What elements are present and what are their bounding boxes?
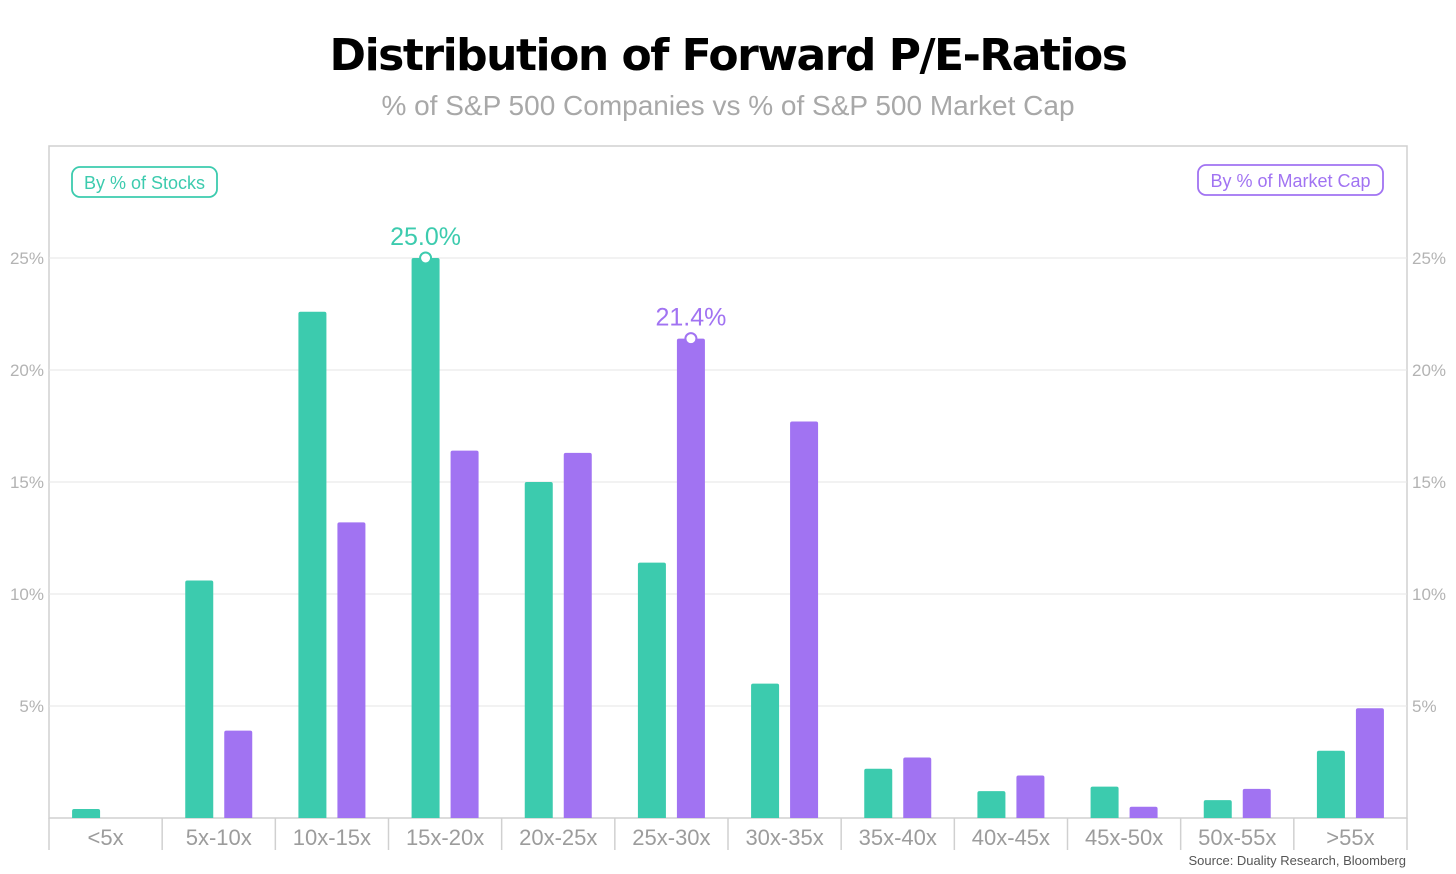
- x-tick-label: 30x-35x: [745, 825, 823, 850]
- bar-stocks: [637, 562, 666, 818]
- annotation-marker: [419, 251, 433, 265]
- bar-market-cap: [563, 452, 592, 818]
- bar-market-cap: [1242, 788, 1271, 818]
- y-tick-label-left: 25%: [10, 249, 44, 268]
- y-tick-label-left: 5%: [19, 697, 44, 716]
- x-tick-label: 5x-10x: [186, 825, 252, 850]
- bar-stocks: [1316, 750, 1345, 818]
- x-tick-label: >55x: [1326, 825, 1374, 850]
- bar-stocks: [751, 683, 780, 818]
- legend-box-stocks: [71, 166, 218, 198]
- y-tick-label-right: 10%: [1412, 585, 1446, 604]
- annotation-marker: [684, 332, 698, 346]
- bar-stocks: [411, 258, 440, 818]
- x-tick-label: 45x-50x: [1085, 825, 1163, 850]
- y-tick-label-left: 10%: [10, 585, 44, 604]
- bar-market-cap: [676, 338, 705, 818]
- bar-stocks: [977, 791, 1006, 818]
- bar-market-cap: [224, 730, 253, 818]
- bar-market-cap: [1016, 775, 1045, 818]
- x-tick-label: 10x-15x: [293, 825, 371, 850]
- legend-box-market-cap: [1197, 164, 1384, 196]
- bar-stocks: [524, 482, 553, 818]
- bar-stocks: [298, 311, 327, 818]
- bar-market-cap: [450, 450, 479, 818]
- bar-market-cap: [903, 757, 932, 818]
- bar-stocks: [1090, 786, 1119, 818]
- y-tick-label-right: 5%: [1412, 697, 1437, 716]
- bar-stocks: [864, 768, 893, 818]
- legend-label-stocks: By % of Stocks: [84, 173, 205, 193]
- y-tick-label-right: 15%: [1412, 473, 1446, 492]
- legend-label-market-cap: By % of Market Cap: [1210, 171, 1370, 191]
- x-tick-label: 40x-45x: [972, 825, 1050, 850]
- bar-market-cap: [790, 421, 819, 818]
- bar-stocks: [1203, 800, 1232, 818]
- x-tick-label: 35x-40x: [859, 825, 937, 850]
- chart-subtitle: % of S&P 500 Companies vs % of S&P 500 M…: [381, 90, 1075, 121]
- chart-title: Distribution of Forward P/E-Ratios: [329, 30, 1128, 81]
- y-tick-label-right: 25%: [1412, 249, 1446, 268]
- x-tick-label: 25x-30x: [632, 825, 710, 850]
- data-label: 21.4%: [655, 304, 726, 332]
- bar-stocks: [185, 580, 214, 818]
- x-tick-label: 20x-25x: [519, 825, 597, 850]
- x-tick-label: 50x-55x: [1198, 825, 1276, 850]
- source-note: Source: Duality Research, Bloomberg: [1188, 853, 1407, 868]
- bar-market-cap: [1129, 806, 1158, 818]
- bar-market-cap: [1355, 708, 1384, 818]
- bar-market-cap: [337, 522, 366, 818]
- x-tick-label: <5x: [88, 825, 124, 850]
- bar-stocks: [72, 809, 101, 818]
- data-label: 25.0%: [390, 223, 461, 251]
- x-tick-label: 15x-20x: [406, 825, 484, 850]
- y-tick-label-left: 20%: [10, 361, 44, 380]
- y-tick-label-left: 15%: [10, 473, 44, 492]
- y-tick-label-right: 20%: [1412, 361, 1446, 380]
